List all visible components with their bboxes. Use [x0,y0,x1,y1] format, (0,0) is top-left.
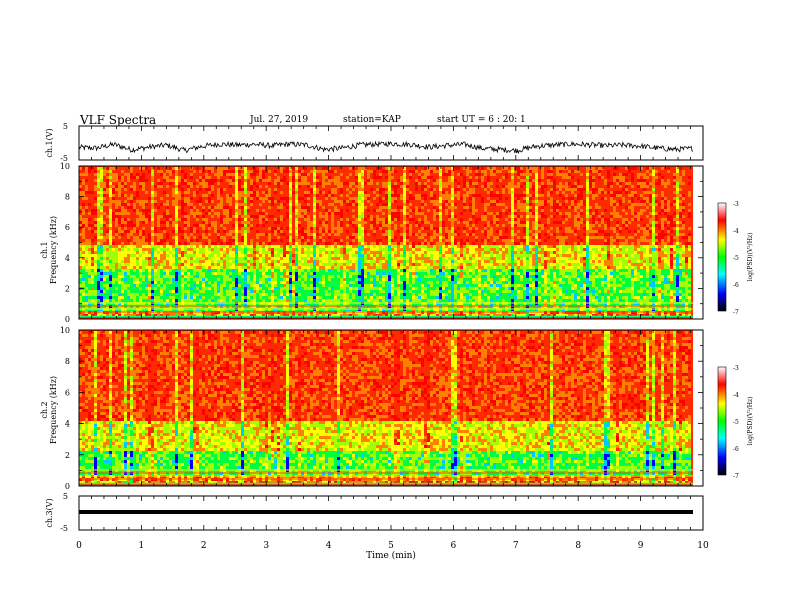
ch3-ytick-bottom: -5 [60,524,68,533]
ch1-cbar-tick-n6: -6 [733,282,739,289]
ch2-ytick-4: 4 [65,420,70,429]
ch2-ytick-0: 0 [65,482,70,491]
ch3-waveform-line [79,510,693,514]
ch1-ytick-10: 10 [60,162,70,171]
ch3-ytick-top: 5 [63,492,68,501]
station-label: station=KAP [343,115,401,125]
ch2-cbar-tick-n4: -4 [733,392,739,399]
xtick-1: 1 [139,541,145,551]
x-axis-label: Time (min) [366,550,416,561]
ch1-yticks: 0 2 4 6 8 10 [60,162,70,324]
ch2-spectrogram-panel: 0 2 4 6 8 10 ch.2 Frequency (kHz) [40,326,704,491]
ch2-ytick-8: 8 [65,357,70,366]
ch2-ytick-2: 2 [65,451,70,460]
ch2-cbar-tick-n7: -7 [733,473,739,480]
ch1-spectrogram-panel: 0 2 4 6 8 10 ch.1 Frequency (kHz) [40,162,704,324]
ch2-spectrogram-ylabel-frequency: Frequency (kHz) [49,376,58,444]
x-axis: 0 1 2 3 4 5 6 7 8 9 10 Time (min) [76,541,709,561]
ch1-waveform-ylabel: ch.1(V) [45,128,54,157]
ch1-cbar-tick-n3: -3 [733,201,739,208]
xtick-8: 8 [575,541,581,551]
ch1-spectrogram-ylabel-frequency: Frequency (kHz) [49,216,58,284]
ch3-waveform-ylabel: ch.3(V) [45,498,54,527]
ch1-ytick-8: 8 [65,193,70,202]
ch2-colorbar: -3 -4 -5 -6 -7 log(PSD)(V²/Hz) [717,365,754,480]
ch1-cbar-tick-n7: -7 [733,309,739,316]
xtick-10: 10 [697,541,709,551]
ch1-ytick-2: 2 [65,284,70,293]
ch1-ytick-0: 0 [65,315,70,324]
ch2-ytick-6: 6 [65,388,70,397]
ch1-waveform-line [78,140,693,155]
ch2-colorbar-gradient [717,366,727,476]
ch2-spectrogram-image [79,331,693,485]
xtick-6: 6 [451,541,457,551]
xtick-0: 0 [76,541,82,551]
xtick-7: 7 [513,541,519,551]
xtick-4: 4 [326,541,332,551]
ch1-ytick-6: 6 [65,223,70,232]
ch1-ytick-top: 5 [63,122,68,131]
ch2-spectrogram-ylabel-channel: ch.2 [40,401,49,418]
ch2-yticks: 0 2 4 6 8 10 [60,326,70,491]
ch2-colorbar-label: log(PSD)(V²/Hz) [747,397,754,446]
ch2-cbar-tick-n3: -3 [733,365,739,372]
ch1-colorbar-gradient [717,202,727,312]
ch2-cbar-tick-n6: -6 [733,446,739,453]
ch1-colorbar: -3 -4 -5 -6 -7 log(PSD)(V²/Hz) [717,201,754,316]
start-time-label: start UT = 6 : 20: 1 [437,115,526,125]
chart-title: VLF Spectra [80,113,157,127]
ch3-waveform-panel: 5 -5 ch.3(V) [45,492,704,533]
ch1-ytick-4: 4 [65,254,70,263]
ch1-spectrogram-image [79,167,693,318]
date-label: Jul. 27, 2019 [250,115,309,125]
ch2-cbar-tick-n5: -5 [733,419,739,426]
ch1-colorbar-label: log(PSD)(V²/Hz) [747,233,754,282]
ch2-ytick-10: 10 [60,326,70,335]
xtick-3: 3 [263,541,269,551]
ch1-ytick-bottom: -5 [60,154,68,163]
ch1-spectrogram-ylabel-channel: ch.1 [40,241,49,258]
xtick-2: 2 [201,541,207,551]
ch1-cbar-tick-n5: -5 [733,255,739,262]
xtick-9: 9 [638,541,644,551]
ch1-waveform-panel: 5 -5 ch.1(V) [45,122,704,163]
xtick-5: 5 [388,541,394,551]
axis-tick-marks [78,126,704,530]
ch1-cbar-tick-n4: -4 [733,228,739,235]
